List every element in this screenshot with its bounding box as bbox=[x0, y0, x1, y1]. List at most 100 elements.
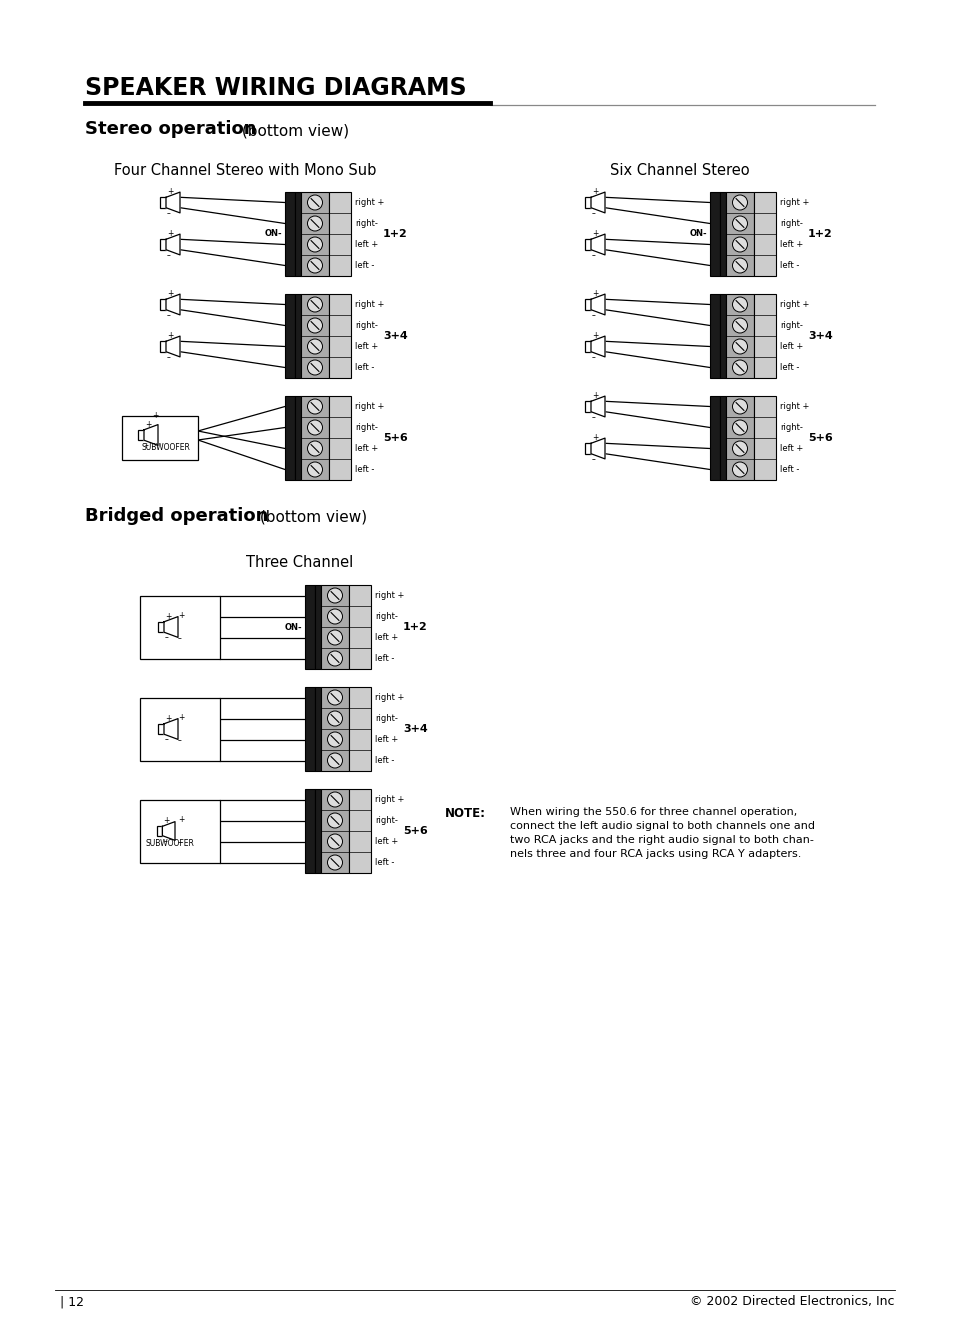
Circle shape bbox=[732, 258, 747, 273]
Polygon shape bbox=[590, 294, 604, 315]
Circle shape bbox=[327, 690, 342, 705]
Circle shape bbox=[307, 442, 322, 456]
Circle shape bbox=[732, 399, 747, 414]
Bar bbox=[138, 430, 144, 440]
Text: left -: left - bbox=[375, 654, 394, 662]
Text: +: + bbox=[592, 331, 598, 340]
Text: left -: left - bbox=[780, 261, 799, 270]
Bar bbox=[349, 585, 371, 669]
Polygon shape bbox=[166, 234, 180, 255]
Text: right +: right + bbox=[780, 198, 808, 207]
Text: –: – bbox=[167, 352, 171, 362]
Text: 5+6: 5+6 bbox=[382, 434, 407, 443]
Text: NOTE:: NOTE: bbox=[444, 807, 485, 821]
Text: right-: right- bbox=[355, 219, 377, 227]
Bar bbox=[753, 294, 775, 378]
Polygon shape bbox=[164, 617, 178, 637]
Circle shape bbox=[307, 318, 322, 332]
Bar bbox=[305, 585, 314, 669]
Text: +: + bbox=[592, 290, 598, 298]
Text: –: – bbox=[178, 838, 182, 847]
Text: –: – bbox=[167, 311, 171, 319]
Text: –: – bbox=[178, 634, 182, 642]
Text: (bottom view): (bottom view) bbox=[236, 122, 349, 138]
Text: right-: right- bbox=[355, 321, 377, 330]
Bar bbox=[725, 396, 753, 480]
Text: left -: left - bbox=[375, 755, 394, 765]
Text: right-: right- bbox=[780, 321, 802, 330]
Bar bbox=[314, 789, 320, 872]
Text: 5+6: 5+6 bbox=[402, 826, 427, 837]
Text: left -: left - bbox=[780, 363, 799, 372]
Text: left +: left + bbox=[375, 735, 397, 743]
Text: right +: right + bbox=[355, 301, 384, 309]
Text: SPEAKER WIRING DIAGRAMS: SPEAKER WIRING DIAGRAMS bbox=[85, 76, 466, 100]
Text: right-: right- bbox=[780, 219, 802, 227]
Bar bbox=[329, 294, 351, 378]
Circle shape bbox=[307, 462, 322, 477]
Text: +: + bbox=[167, 188, 173, 197]
Text: –: – bbox=[145, 442, 149, 450]
Circle shape bbox=[732, 420, 747, 435]
Bar bbox=[329, 192, 351, 277]
Circle shape bbox=[327, 791, 342, 807]
Text: +: + bbox=[167, 290, 173, 298]
Circle shape bbox=[307, 297, 322, 313]
Bar bbox=[314, 585, 320, 669]
Polygon shape bbox=[164, 718, 178, 739]
Bar bbox=[584, 239, 590, 250]
Text: left +: left + bbox=[780, 444, 802, 454]
Bar bbox=[753, 396, 775, 480]
Circle shape bbox=[307, 339, 322, 354]
Text: 3+4: 3+4 bbox=[807, 331, 832, 340]
Text: –: – bbox=[592, 455, 596, 464]
Bar bbox=[320, 789, 349, 872]
Bar bbox=[320, 585, 349, 669]
Bar bbox=[349, 688, 371, 771]
Text: right +: right + bbox=[375, 591, 404, 600]
Bar bbox=[584, 299, 590, 310]
Text: right +: right + bbox=[780, 402, 808, 411]
Bar bbox=[753, 192, 775, 277]
Bar bbox=[160, 342, 166, 351]
Text: +: + bbox=[592, 229, 598, 238]
Text: right +: right + bbox=[355, 402, 384, 411]
Bar bbox=[285, 396, 294, 480]
Bar bbox=[584, 197, 590, 207]
Bar bbox=[160, 239, 166, 250]
Bar bbox=[709, 294, 720, 378]
Text: left -: left - bbox=[355, 465, 374, 473]
Bar bbox=[301, 192, 329, 277]
Circle shape bbox=[327, 609, 342, 624]
Bar bbox=[725, 294, 753, 378]
Text: right +: right + bbox=[375, 693, 404, 702]
Polygon shape bbox=[144, 424, 158, 446]
Text: –: – bbox=[163, 837, 167, 846]
Circle shape bbox=[307, 237, 322, 251]
Circle shape bbox=[732, 297, 747, 313]
Bar bbox=[294, 396, 301, 480]
Text: left -: left - bbox=[355, 363, 374, 372]
Bar bbox=[140, 697, 220, 761]
Text: SUBWOOFER: SUBWOOFER bbox=[141, 443, 191, 451]
Circle shape bbox=[732, 442, 747, 456]
Text: left +: left + bbox=[780, 239, 802, 249]
Circle shape bbox=[307, 399, 322, 414]
Text: 3+4: 3+4 bbox=[402, 724, 427, 734]
Bar bbox=[140, 596, 220, 658]
Text: | 12: | 12 bbox=[60, 1295, 84, 1307]
Text: +: + bbox=[592, 434, 598, 443]
Text: Bridged operation: Bridged operation bbox=[85, 507, 268, 525]
Polygon shape bbox=[590, 192, 604, 213]
Text: Four Channel Stereo with Mono Sub: Four Channel Stereo with Mono Sub bbox=[113, 164, 375, 178]
Bar bbox=[584, 443, 590, 454]
Text: +: + bbox=[163, 817, 170, 826]
Text: left -: left - bbox=[375, 858, 394, 867]
Bar bbox=[709, 192, 720, 277]
Bar bbox=[294, 294, 301, 378]
Text: +: + bbox=[167, 331, 173, 340]
Text: right +: right + bbox=[355, 198, 384, 207]
Circle shape bbox=[307, 215, 322, 231]
Text: ON-: ON- bbox=[264, 230, 282, 238]
Bar bbox=[285, 294, 294, 378]
